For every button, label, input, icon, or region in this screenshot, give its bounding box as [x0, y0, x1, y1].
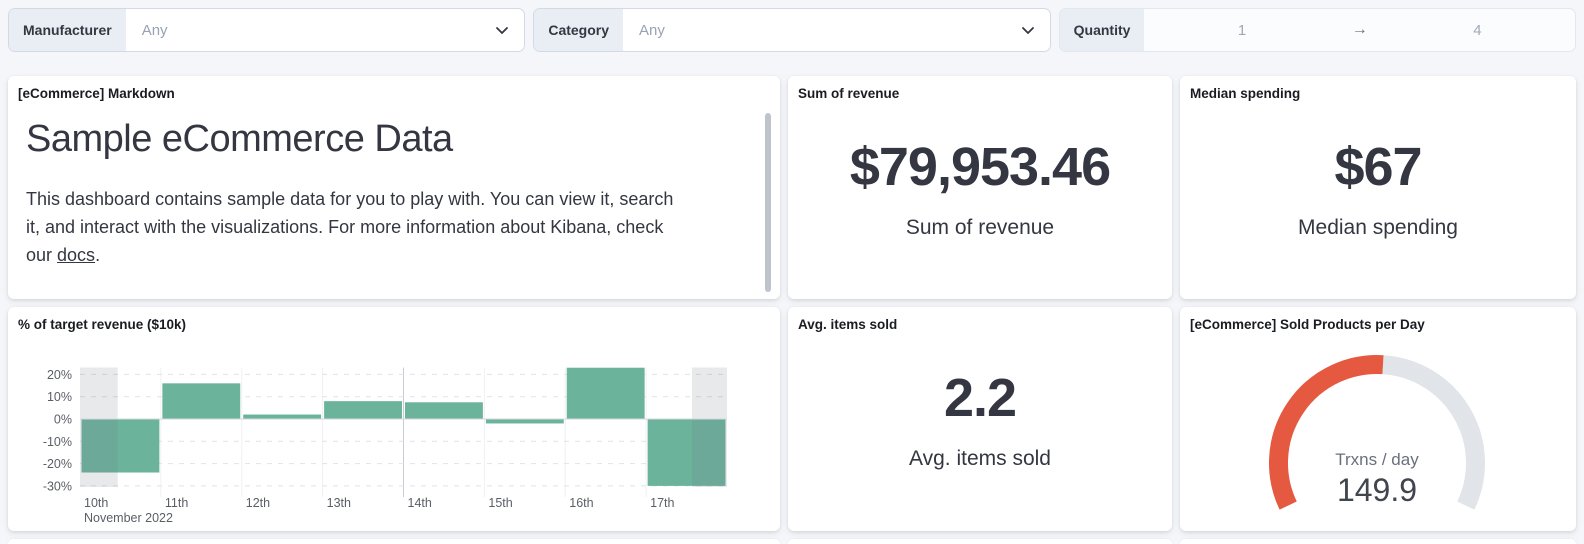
svg-text:10th: 10th: [84, 496, 108, 510]
svg-text:10%: 10%: [47, 390, 72, 404]
category-filter-label: Category: [534, 9, 624, 51]
median-spending-panel: Median spending $67 Median spending: [1180, 76, 1576, 299]
quantity-min-input[interactable]: 1: [1237, 21, 1247, 39]
avg-items-value: 2.2: [943, 368, 1017, 428]
gauge-arcs: [1269, 355, 1485, 510]
avg-items-label: Avg. items sold: [908, 447, 1051, 470]
next-row-panel: [8, 539, 780, 544]
gauge-metric-label: Trxns / day: [1335, 450, 1419, 469]
median-spending-value: $67: [1334, 136, 1422, 197]
target-revenue-bar-chart[interactable]: 20% 10% 0% -10% -20% -30% 10th 11th 12th 13th 14th…: [8, 307, 780, 531]
quantity-filter-label: Quantity: [1059, 9, 1145, 51]
median-spending-label: Median spending: [1298, 215, 1458, 239]
svg-text:0%: 0%: [54, 413, 72, 427]
sum-revenue-panel: Sum of revenue $79,953.46 Sum of revenue: [788, 76, 1172, 299]
category-filter[interactable]: Category Any: [533, 8, 1051, 52]
sold-products-gauge: Trxns / day 149.9: [1269, 355, 1485, 510]
dashboard-grid: [eCommerce] Markdown Sample eCommerce Da…: [8, 76, 1576, 544]
svg-text:11th: 11th: [165, 496, 188, 510]
svg-text:12th: 12th: [246, 496, 270, 510]
quantity-max-input[interactable]: 4: [1473, 21, 1482, 39]
range-arrow-icon: →: [1351, 21, 1368, 38]
markdown-text: This dashboard contains sample data for …: [26, 189, 674, 265]
sum-revenue-panel-title[interactable]: Sum of revenue: [798, 86, 900, 101]
docs-link[interactable]: docs: [57, 245, 96, 265]
target-revenue-chart-panel: % of target revenue ($10k) 20% 10% 0% -10% -…: [8, 307, 780, 531]
quantity-range-inputs: 1 → 4: [1144, 9, 1575, 51]
svg-text:-30%: -30%: [43, 479, 72, 493]
svg-text:14th: 14th: [408, 496, 432, 510]
avg-items-metric: 2.2 Avg. items sold: [788, 307, 1172, 531]
markdown-paragraph: This dashboard contains sample data for …: [26, 185, 688, 269]
avg-items-panel: Avg. items sold 2.2 Avg. items sold: [788, 307, 1172, 531]
svg-text:17th: 17th: [650, 496, 674, 510]
markdown-content: Sample eCommerce Data This dashboard con…: [8, 76, 780, 269]
next-row-panel: [788, 539, 1172, 544]
svg-text:-20%: -20%: [43, 457, 72, 471]
svg-text:-10%: -10%: [43, 435, 72, 449]
manufacturer-filter-value[interactable]: Any: [141, 21, 168, 39]
markdown-panel: [eCommerce] Markdown Sample eCommerce Da…: [8, 76, 780, 299]
sum-revenue-label: Sum of revenue: [905, 215, 1055, 239]
sum-revenue-metric: $79,953.46 Sum of revenue: [788, 76, 1172, 299]
scrollbar-thumb[interactable]: [765, 113, 771, 292]
sum-revenue-value: $79,953.46: [849, 136, 1111, 197]
median-spending-panel-title[interactable]: Median spending: [1190, 86, 1301, 101]
svg-text:16th: 16th: [569, 496, 593, 510]
svg-text:November 2022: November 2022: [84, 511, 173, 525]
next-row-panel: [1180, 539, 1576, 544]
svg-text:20%: 20%: [47, 368, 72, 382]
chevron-down-icon[interactable]: [480, 9, 524, 51]
target-revenue-chart-title[interactable]: % of target revenue ($10k): [18, 317, 187, 332]
svg-text:13th: 13th: [327, 496, 351, 510]
manufacturer-filter[interactable]: Manufacturer Any: [8, 8, 526, 52]
sold-products-gauge-title[interactable]: [eCommerce] Sold Products per Day: [1190, 317, 1425, 332]
category-filter-value[interactable]: Any: [639, 21, 665, 39]
filter-bar: Manufacturer Any Category Any Quantity 1…: [8, 8, 1576, 52]
manufacturer-filter-label: Manufacturer: [9, 9, 126, 51]
median-spending-metric: $67 Median spending: [1180, 76, 1576, 299]
markdown-panel-title[interactable]: [eCommerce] Markdown: [18, 86, 175, 101]
svg-text:15th: 15th: [488, 496, 512, 510]
sold-products-gauge-panel: [eCommerce] Sold Products per Day Trxns …: [1180, 307, 1576, 531]
avg-items-panel-title[interactable]: Avg. items sold: [798, 317, 898, 332]
quantity-range-filter[interactable]: Quantity 1 → 4: [1058, 8, 1576, 52]
markdown-heading: Sample eCommerce Data: [26, 118, 453, 160]
chevron-down-icon[interactable]: [1006, 9, 1050, 51]
gauge-metric-value: 149.9: [1337, 472, 1417, 508]
markdown-text-end: .: [95, 245, 101, 265]
